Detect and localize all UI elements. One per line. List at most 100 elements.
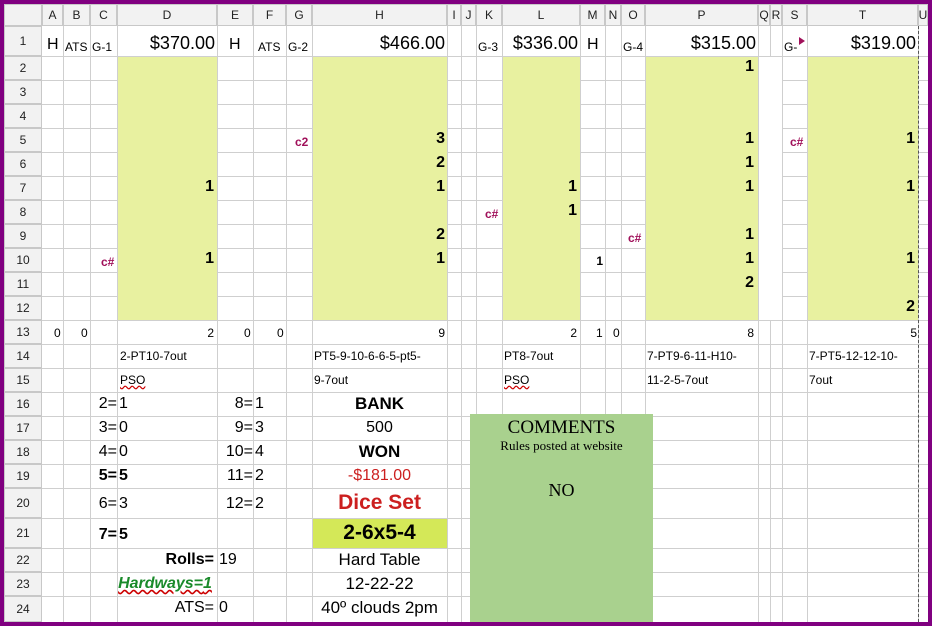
game-4-sequence[interactable]: 7-PT9-6-11-H10- [647,349,737,363]
cell-f13[interactable]: 0 [277,326,284,340]
game-5-result[interactable]: 7out [809,373,833,387]
comment-indicator-icon[interactable] [799,37,805,45]
count-value[interactable]: 3 [255,419,264,436]
weather[interactable]: 40º clouds 2pm [321,598,438,617]
cell-t1[interactable]: $319.00 [850,33,916,53]
cell-l1[interactable]: $336.00 [512,33,578,53]
cell-a1[interactable]: H [47,36,59,53]
cell-s1[interactable]: G- [784,40,798,54]
game-4-row2[interactable]: 1 [745,58,754,75]
table-type[interactable]: Hard Table [338,550,421,569]
row-header-7[interactable]: 7 [4,176,42,200]
count-value[interactable]: 5 [119,526,128,543]
cell-d13[interactable]: 2 [207,326,214,340]
cell-d1[interactable]: $370.00 [149,33,215,53]
row-header-6[interactable]: 6 [4,152,42,176]
row-header-9[interactable]: 9 [4,224,42,248]
row-header-23[interactable]: 23 [4,572,42,596]
row-header-22[interactable]: 22 [4,548,42,572]
cell-l13[interactable]: 2 [570,326,577,340]
cell-p1[interactable]: $315.00 [690,33,756,53]
row-header-2[interactable]: 2 [4,56,42,80]
row-header-16[interactable]: 16 [4,392,42,416]
game-2-row7[interactable]: 1 [436,178,445,195]
rolls-value[interactable]: 19 [219,551,237,568]
count-value[interactable]: 0 [119,443,128,460]
cell-g1[interactable]: G-2 [288,40,309,54]
row-header-14[interactable]: 14 [4,344,42,368]
cell-e1[interactable]: H [229,36,241,53]
col-header-b[interactable]: B [63,4,90,26]
bank-value[interactable]: 500 [366,419,393,436]
col-header-c[interactable]: C [90,4,117,26]
col-header-h[interactable]: H [312,4,447,26]
game-5-row12[interactable]: 2 [906,298,915,315]
row-header-24[interactable]: 24 [4,596,42,622]
col-header-t[interactable]: T [807,4,918,26]
col-header-f[interactable]: F [253,4,286,26]
col-header-q[interactable]: Q [758,4,770,26]
cell-o1[interactable]: G-4 [623,40,644,54]
game-1-row10[interactable]: 1 [205,250,214,267]
game-4-row5[interactable]: 1 [745,130,754,147]
col-header-u[interactable]: U [918,4,928,26]
row-header-13[interactable]: 13 [4,320,42,344]
col-header-a[interactable]: A [42,4,63,26]
session-date[interactable]: 12-22-22 [345,574,414,593]
cell-m13[interactable]: 1 [596,326,603,340]
game-3-sequence[interactable]: PT8-7out [504,349,554,363]
row-header-20[interactable]: 20 [4,488,42,518]
won-value[interactable]: -$181.00 [347,467,412,484]
row-header-12[interactable]: 12 [4,296,42,320]
game-4-row11[interactable]: 2 [745,274,754,291]
row-header-18[interactable]: 18 [4,440,42,464]
col-header-o[interactable]: O [621,4,645,26]
game-5-row7[interactable]: 1 [906,178,915,195]
col-header-n[interactable]: N [605,4,621,26]
cell-p13[interactable]: 8 [747,326,754,340]
col-header-k[interactable]: K [476,4,502,26]
game-2-sequence[interactable]: PT5-9-10-6-6-5-pt5- [314,349,421,363]
game-5-sequence[interactable]: 7-PT5-12-12-10- [809,349,898,363]
game-2-row6[interactable]: 2 [436,154,445,171]
count-value[interactable]: 4 [255,443,264,460]
col-header-g[interactable]: G [286,4,312,26]
game-2-row5[interactable]: 3 [436,130,445,147]
dice-set-value[interactable]: 2-6x5-4 [343,521,416,544]
col-header-j[interactable]: J [461,4,476,26]
cell-h13[interactable]: 9 [438,326,445,340]
game-4-result[interactable]: 11-2-5-7out [647,373,709,387]
cell-b1[interactable]: ATS [65,40,88,54]
count-value[interactable]: 3 [119,495,128,512]
row-header-4[interactable]: 4 [4,104,42,128]
cell-b13[interactable]: 0 [81,326,88,340]
game-3-row7[interactable]: 1 [568,178,577,195]
cell-a13[interactable]: 0 [54,326,61,340]
row-header-1[interactable]: 1 [4,26,42,56]
cell-h1[interactable]: $466.00 [379,33,445,53]
col-header-i[interactable]: I [447,4,461,26]
game-5-row5[interactable]: 1 [906,130,915,147]
game-2-row9[interactable]: 2 [436,226,445,243]
ats-value[interactable]: 0 [219,599,228,616]
game-1-row7[interactable]: 1 [205,178,214,195]
cell-f1[interactable]: ATS [258,40,281,54]
hardways-value[interactable]: 1 [203,575,212,592]
row-header-10[interactable]: 10 [4,248,42,272]
col-header-m[interactable]: M [580,4,605,26]
row-header-5[interactable]: 5 [4,128,42,152]
game-5-row10[interactable]: 1 [906,250,915,267]
cell-e13[interactable]: 0 [244,326,251,340]
cell-n13[interactable]: 0 [613,326,620,340]
row-header-21[interactable]: 21 [4,518,42,548]
count-value[interactable]: 2 [255,495,264,512]
count-value[interactable]: 0 [119,419,128,436]
game-1-sequence[interactable]: 2-PT10-7out [120,349,187,363]
game-2-row10[interactable]: 1 [436,250,445,267]
col-header-l[interactable]: L [502,4,580,26]
game-4-row6[interactable]: 1 [745,154,754,171]
game-4-row7[interactable]: 1 [745,178,754,195]
row-header-8[interactable]: 8 [4,200,42,224]
cell-k1[interactable]: G-3 [478,40,499,54]
row-header-3[interactable]: 3 [4,80,42,104]
